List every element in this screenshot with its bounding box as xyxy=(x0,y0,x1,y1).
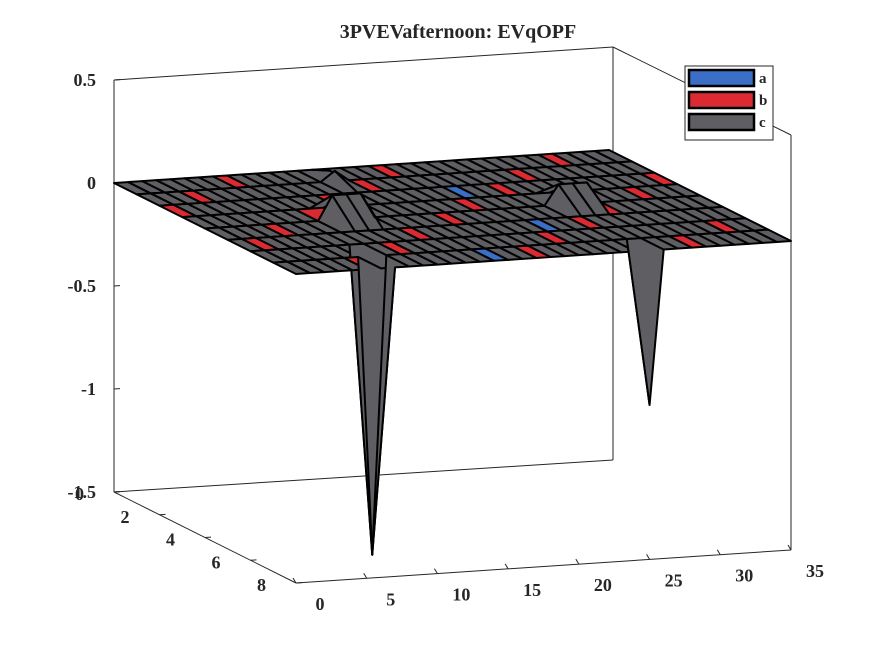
x-tick-label: 15 xyxy=(523,580,541,600)
z-tick-label: 0.5 xyxy=(74,70,97,90)
legend-label-c: c xyxy=(759,115,766,131)
y-tick-label: 0 xyxy=(75,484,84,504)
y-tick-label: 2 xyxy=(121,507,130,527)
box-back-bottom-edge xyxy=(113,459,614,493)
x-axis-ticks: 0 5 10 15 20 25 30 35 xyxy=(292,544,824,614)
x-tick-mark xyxy=(292,577,297,584)
x-tick-mark xyxy=(575,558,580,565)
x-axis-line xyxy=(295,549,792,584)
surface-plot xyxy=(113,149,792,556)
legend-swatch-b xyxy=(687,90,756,110)
legend-swatch-a xyxy=(687,68,756,88)
y-axis-ticks: 0 2 4 6 8 xyxy=(75,484,303,595)
z-tick-label: -1.5 xyxy=(68,482,97,502)
x-tick-mark xyxy=(433,568,438,574)
chart-title: 3PVEVafternoon: EVqOPF xyxy=(340,21,576,43)
x-tick-label: 30 xyxy=(735,566,753,586)
x-tick-mark xyxy=(716,549,721,555)
legend-label-b: b xyxy=(759,93,767,109)
z-axis-ticks: 0.5 0 -0.5 -1 -1.5 xyxy=(68,70,121,502)
x-tick-mark xyxy=(504,563,509,570)
x-tick-mark xyxy=(646,554,651,560)
x-tick-label: 20 xyxy=(594,575,612,595)
legend-label-a: a xyxy=(759,71,767,87)
legend-swatch-c xyxy=(687,112,756,132)
box-back-top-edge xyxy=(113,46,614,81)
x-tick-label: 5 xyxy=(386,589,395,609)
x-tick-label: 25 xyxy=(665,570,683,590)
y-tick-label: 6 xyxy=(212,552,221,572)
z-tick-label: 0 xyxy=(87,173,96,193)
x-tick-label: 35 xyxy=(806,561,824,581)
y-tick-label: 4 xyxy=(166,530,175,550)
surface-cell xyxy=(625,237,665,406)
x-tick-label: 10 xyxy=(452,585,470,605)
y-tick-label: 8 xyxy=(257,575,266,595)
x-tick-mark xyxy=(363,573,368,579)
x-tick-mark xyxy=(787,544,792,551)
z-tick-label: -1 xyxy=(81,379,96,399)
surface-cell xyxy=(753,228,792,243)
x-tick-label: 0 xyxy=(316,594,325,614)
z-tick-label: -0.5 xyxy=(68,276,97,296)
legend: abc xyxy=(684,65,774,141)
